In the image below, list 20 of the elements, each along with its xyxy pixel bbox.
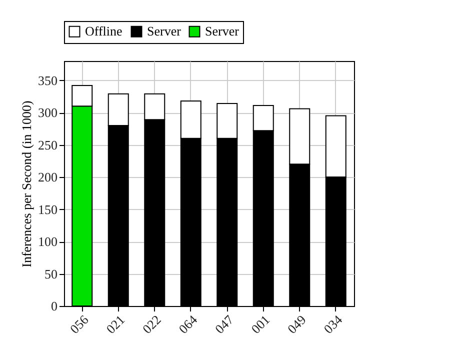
x-tick-label: 022 <box>139 312 164 336</box>
y-tick-label: 200 <box>38 170 58 185</box>
legend-label: Offline <box>85 24 123 39</box>
x-tick-label: 056 <box>66 312 92 336</box>
y-tick-label: 100 <box>38 234 58 250</box>
x-tick-label: 021 <box>103 312 128 336</box>
legend-label: Server <box>147 24 182 39</box>
y-axis-title: Inferences per Second (in 1000) <box>19 100 34 268</box>
y-tick-label: 350 <box>38 72 58 88</box>
x-tick-label: 049 <box>284 312 309 336</box>
y-tick-label: 250 <box>38 137 58 152</box>
y-tick-label: 50 <box>44 266 58 282</box>
x-tick-label: 034 <box>320 312 346 336</box>
x-tick-label: 064 <box>176 312 200 336</box>
legend-label: Server <box>205 24 240 39</box>
x-tick-label: 001 <box>248 312 273 336</box>
x-tick-label: 047 <box>212 312 237 336</box>
y-tick-label: 0 <box>51 298 58 314</box>
y-tick-label: 300 <box>38 105 58 120</box>
y-tick-label: 150 <box>38 202 58 217</box>
